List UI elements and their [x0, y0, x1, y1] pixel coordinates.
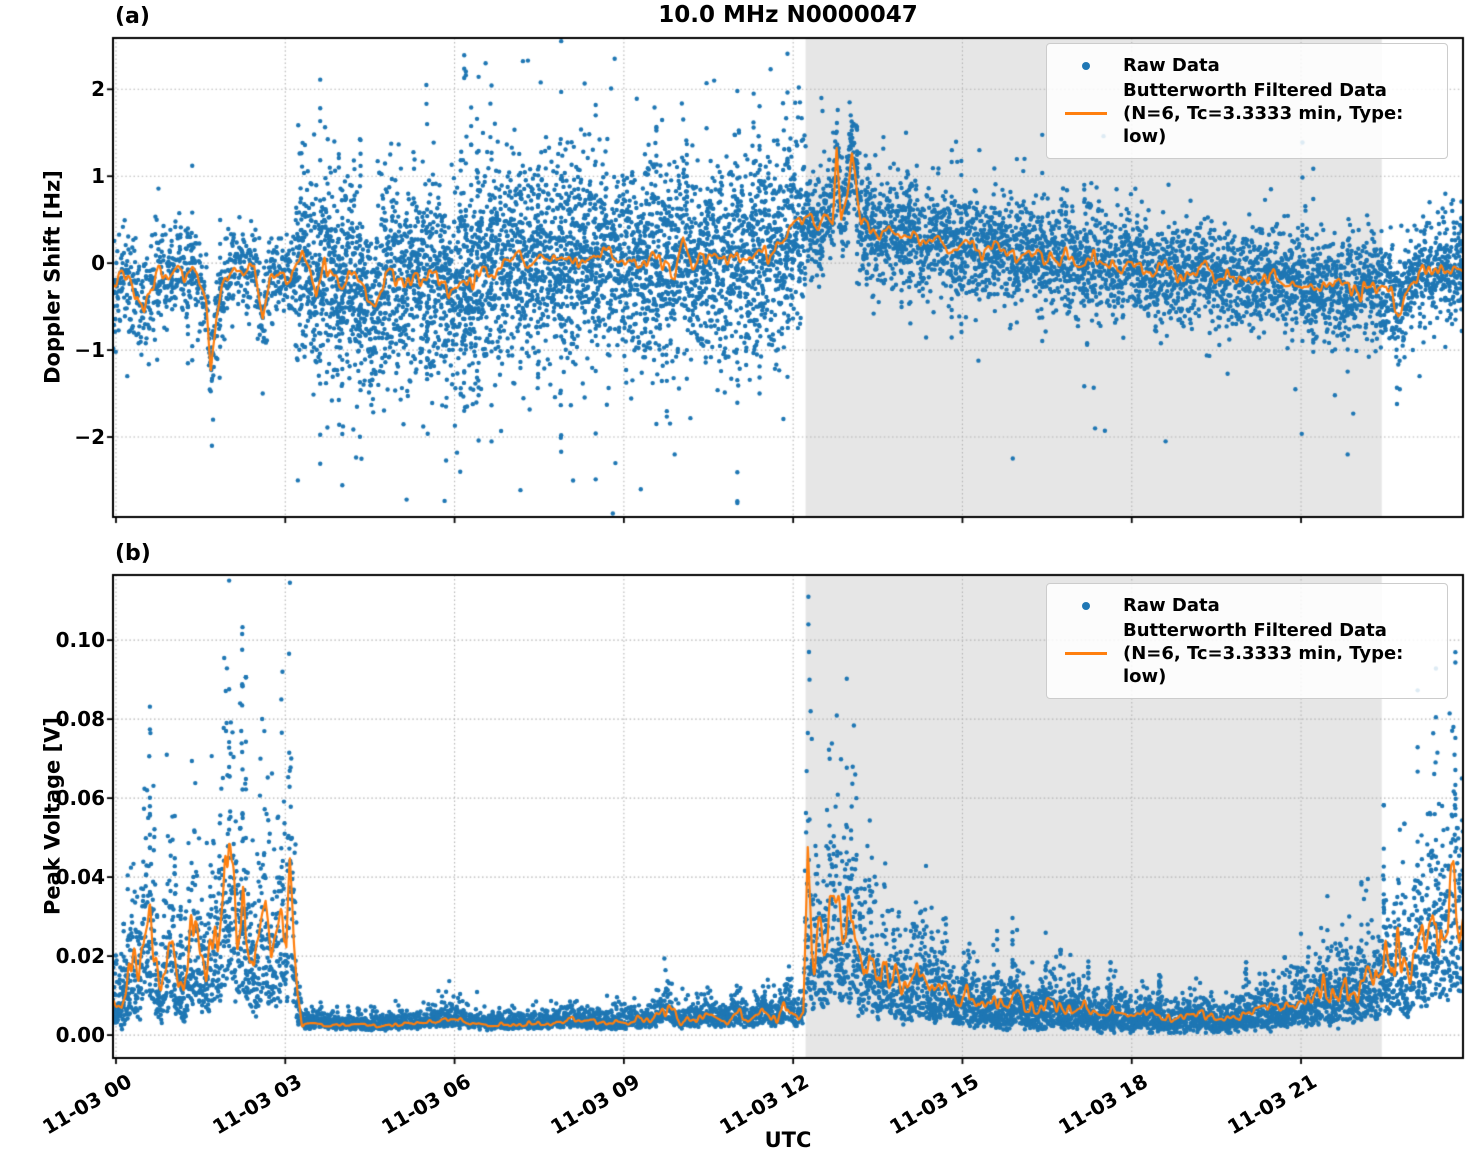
legend-raw-label: Raw Data: [1123, 55, 1220, 76]
filtered-data-marker-icon: [1065, 652, 1107, 655]
raw-data-marker-icon: [1082, 61, 1090, 70]
y-tick-label: 0.04: [55, 865, 105, 890]
filtered-data-marker-icon: [1065, 112, 1107, 115]
figure-title: 10.0 MHz N0000047: [658, 2, 918, 28]
legend-filtered-label: Butterworth Filtered Data: [1123, 80, 1387, 101]
legend-panel-a: Raw Data Butterworth Filtered Data (N=6,…: [1046, 43, 1448, 159]
y-tick-label: 0.02: [55, 944, 105, 969]
legend-panel-b: Raw Data Butterworth Filtered Data (N=6,…: [1046, 583, 1448, 699]
y-tick-label: 0.08: [55, 707, 105, 732]
y-tick-label: 0.06: [55, 786, 105, 811]
panel-a-label: (a): [115, 4, 150, 29]
y-tick-label: 0: [91, 251, 105, 276]
legend-raw-label: Raw Data: [1123, 595, 1220, 616]
legend-filtered-sublabel: (N=6, Tc=3.3333 min, Type: low): [1123, 103, 1404, 147]
y-tick-label: −2: [74, 425, 105, 450]
y-tick-label: −1: [74, 338, 105, 363]
y-tick-label: 1: [91, 164, 105, 189]
legend-entry-filtered: Butterworth Filtered Data (N=6, Tc=3.333…: [1057, 619, 1435, 688]
panel-b-label: (b): [115, 541, 151, 566]
legend-filtered-label: Butterworth Filtered Data: [1123, 620, 1387, 641]
raw-data-marker-icon: [1082, 601, 1090, 610]
legend-entry-raw: Raw Data: [1057, 594, 1435, 617]
x-axis-label: UTC: [764, 1128, 812, 1152]
y-tick-label: 0.10: [55, 628, 105, 653]
legend-entry-raw: Raw Data: [1057, 54, 1435, 77]
legend-filtered-sublabel: (N=6, Tc=3.3333 min, Type: low): [1123, 643, 1404, 687]
y-tick-label: 0.00: [55, 1023, 105, 1048]
y-tick-label: 2: [91, 77, 105, 102]
legend-entry-filtered: Butterworth Filtered Data (N=6, Tc=3.333…: [1057, 79, 1435, 148]
